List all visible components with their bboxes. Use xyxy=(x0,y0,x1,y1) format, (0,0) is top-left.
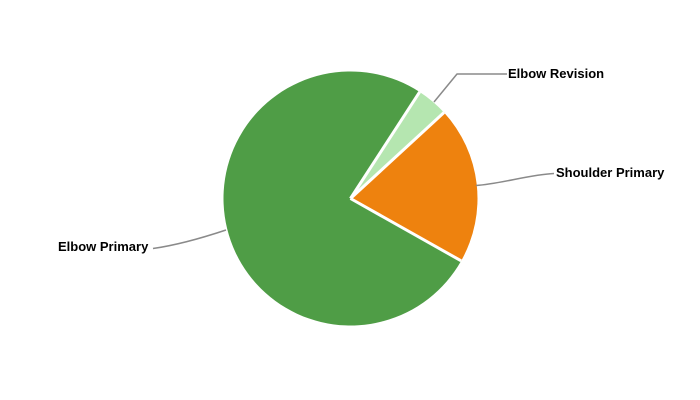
leader-line-elbow-revision xyxy=(433,73,507,103)
pie-slices xyxy=(223,71,478,326)
slice-separator xyxy=(349,91,421,200)
slice-label-shoulder-primary: Shoulder Primary xyxy=(556,165,665,180)
slice-separators xyxy=(349,91,462,263)
slice-separator xyxy=(349,111,445,200)
slice-elbow-primary[interactable] xyxy=(223,71,462,326)
leader-lines xyxy=(152,73,555,250)
leader-line-shoulder-primary xyxy=(475,172,555,187)
slice-separator xyxy=(349,197,462,263)
slice-elbow-revision[interactable] xyxy=(350,91,444,199)
slice-label-elbow-revision: Elbow Revision xyxy=(508,66,605,81)
slice-label-elbow-primary: Elbow Primary xyxy=(58,239,149,254)
leader-line-elbow-primary xyxy=(152,229,227,250)
slice-shoulder-primary[interactable] xyxy=(350,112,478,261)
